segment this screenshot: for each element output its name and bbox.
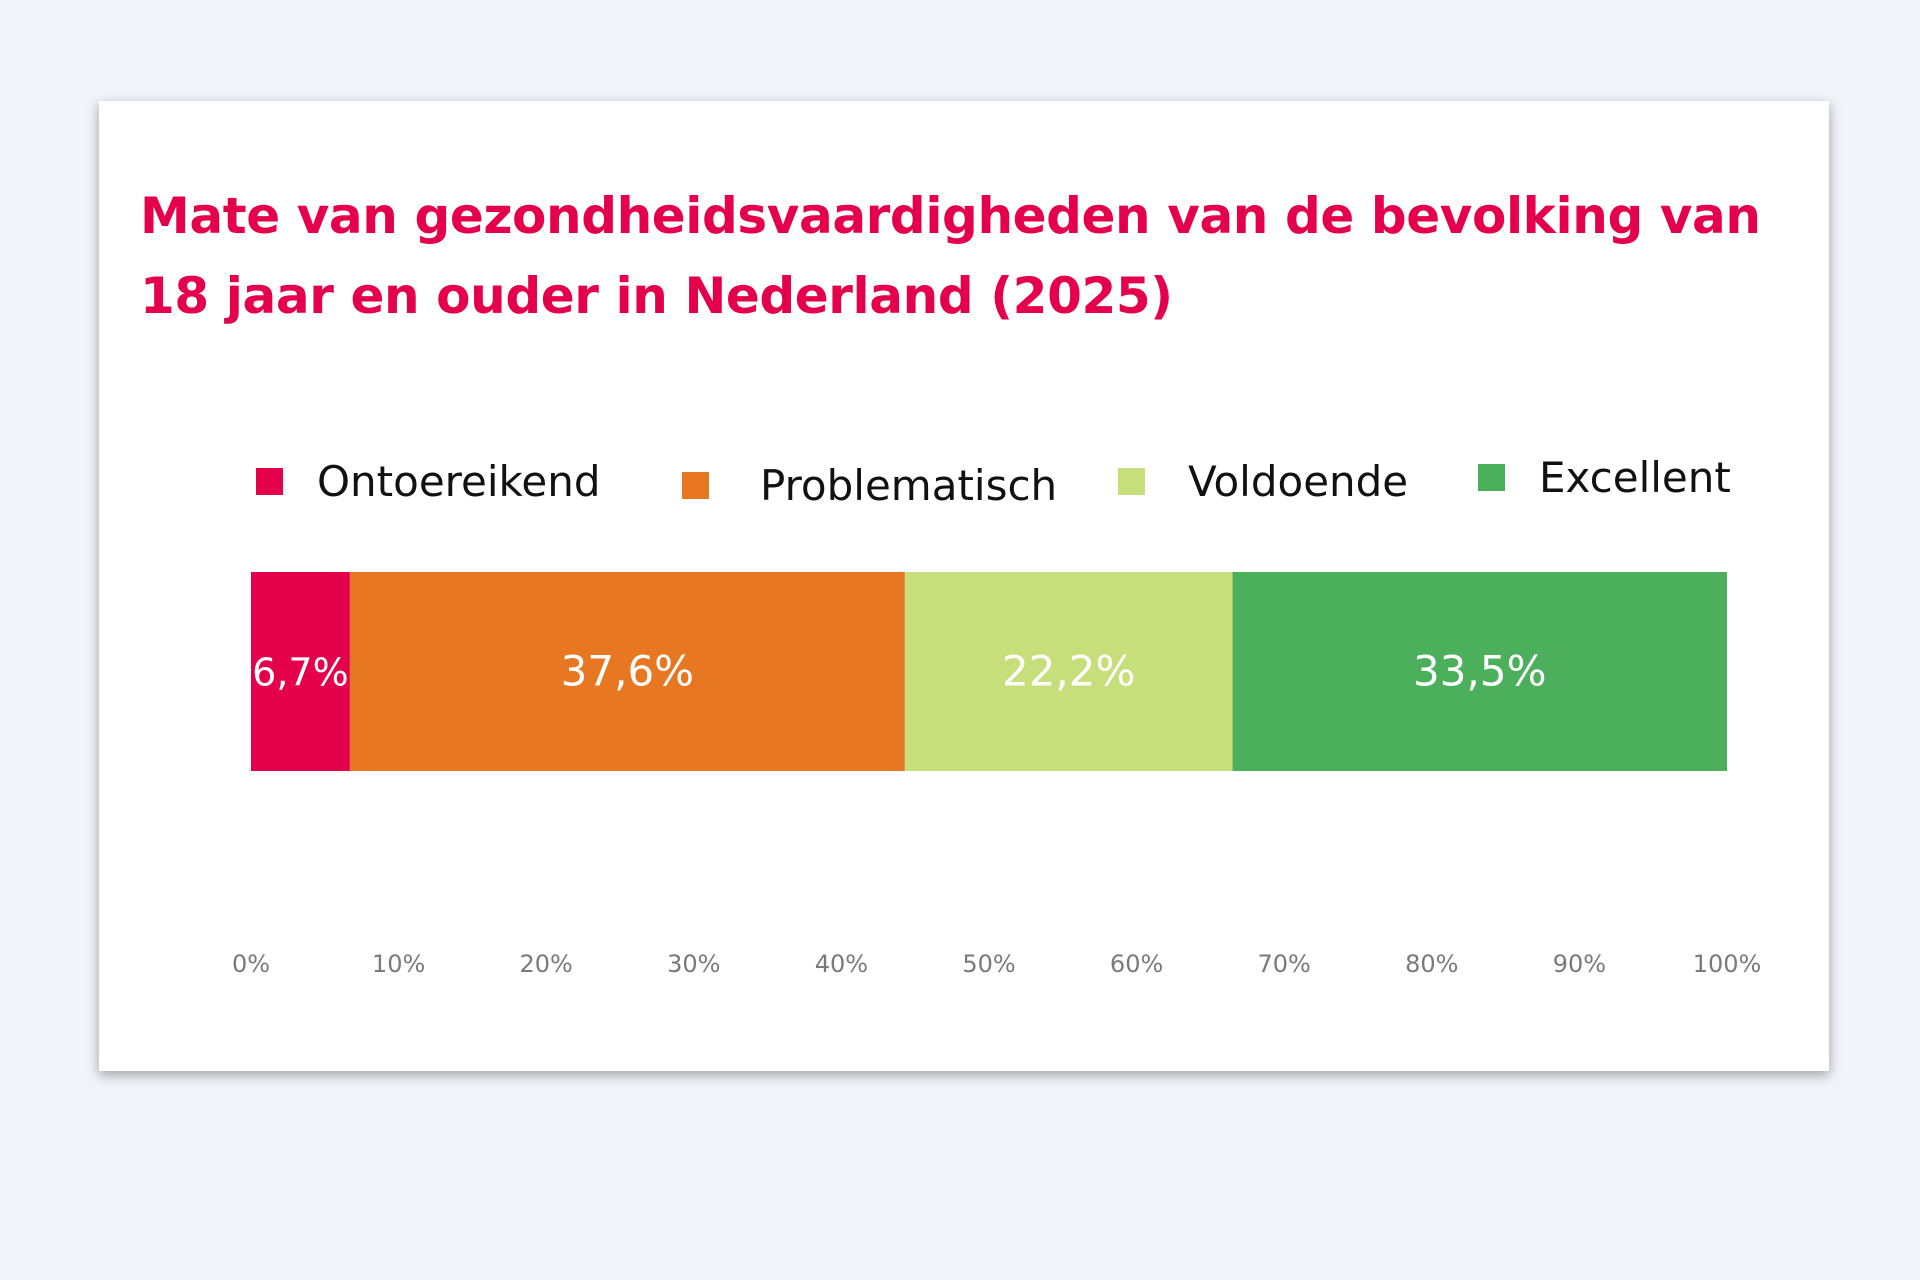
legend-label-problematisch: Problematisch: [760, 460, 1058, 510]
bar-segment-excellent: [1232, 572, 1727, 771]
legend-swatch-voldoende: [1118, 467, 1145, 495]
x-tick-label: 0%: [232, 950, 270, 978]
chart-title-line-2: 18 jaar en ouder in Nederland (2025): [140, 267, 1173, 325]
legend-item-ontoereikend: Ontoereikend: [256, 456, 600, 506]
data-label-ontoereikend: 6,7%: [252, 651, 349, 695]
legend-swatch-problematisch: [682, 471, 709, 499]
legend-label-ontoereikend: Ontoereikend: [317, 456, 601, 506]
legend-item-voldoende: Voldoende: [1118, 456, 1408, 506]
x-tick-label: 40%: [815, 950, 868, 978]
bar-segment-voldoende: [904, 572, 1233, 771]
chart-title: Mate van gezondheidsvaardigheden van de …: [140, 176, 1780, 336]
legend-swatch-excellent: [1478, 463, 1505, 491]
x-tick-label: 70%: [1258, 950, 1311, 978]
x-tick-label: 20%: [520, 950, 573, 978]
bar-segment-problematisch: [349, 572, 905, 771]
x-tick-label: 10%: [372, 950, 425, 978]
legend-item-problematisch: Problematisch: [682, 460, 1057, 510]
x-tick-label: 50%: [962, 950, 1015, 978]
x-tick-label: 30%: [667, 950, 720, 978]
x-tick-label: 60%: [1110, 950, 1163, 978]
legend-label-excellent: Excellent: [1539, 452, 1731, 502]
x-tick-label: 80%: [1405, 950, 1458, 978]
x-tick-label: 100%: [1693, 950, 1762, 978]
data-label-problematisch: 37,6%: [561, 647, 694, 696]
bar-segment-ontoereikend: [251, 572, 350, 771]
legend-swatch-ontoereikend: [256, 467, 283, 495]
legend-item-excellent: Excellent: [1478, 452, 1731, 502]
chart-title-line-1: Mate van gezondheidsvaardigheden van de …: [140, 187, 1761, 245]
legend-label-voldoende: Voldoende: [1188, 456, 1409, 506]
x-tick-label: 90%: [1553, 950, 1606, 978]
data-label-voldoende: 22,2%: [1002, 647, 1135, 696]
data-label-excellent: 33,5%: [1413, 647, 1546, 696]
